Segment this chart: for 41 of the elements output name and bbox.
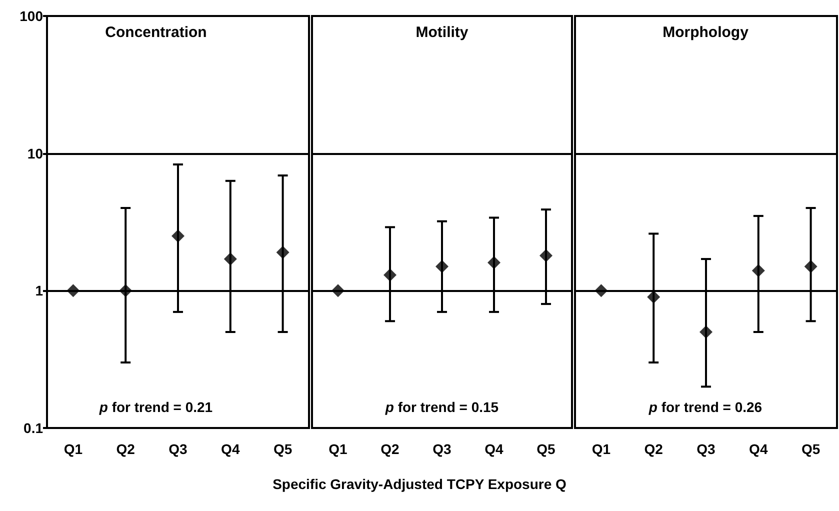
point (119, 284, 132, 298)
x-tick-label: Q3 (168, 441, 188, 457)
annotation: p for trend = 0.15 (384, 399, 499, 415)
x-tick-label: Q5 (801, 441, 820, 457)
text: Morphology (662, 24, 750, 41)
x-tick-label: Q3 (696, 441, 716, 457)
x-axis-title: Specific Gravity-Adjusted TCPY Exposure Q (272, 476, 568, 492)
x-tick-label: Q2 (116, 441, 136, 457)
y-tick-label: 10 (27, 145, 44, 162)
x-tick-label: Q3 (432, 441, 452, 457)
annotation: p for trend = 0.26 (648, 399, 762, 415)
x-tick-label: Q1 (64, 441, 83, 457)
y-tick-label: 0.1 (24, 420, 44, 436)
point (384, 268, 396, 282)
point (276, 246, 290, 259)
point (172, 230, 184, 243)
point (594, 284, 608, 298)
point (66, 284, 80, 298)
point (540, 249, 552, 262)
point (647, 290, 660, 304)
text: Motility (416, 24, 469, 41)
y-tick-label: 100 (20, 8, 44, 24)
point (700, 326, 712, 339)
text: Concentration (105, 24, 207, 41)
x-tick-label: Q2 (380, 441, 400, 457)
x-tick-label: Q4 (484, 441, 504, 457)
point (488, 256, 500, 270)
point (752, 264, 765, 278)
y-tick-label: 1 (35, 282, 44, 299)
x-tick-label: Q5 (273, 441, 292, 457)
x-tick-label: Q1 (592, 441, 611, 457)
point (436, 260, 448, 273)
x-tick-label: Q1 (328, 441, 348, 457)
x-tick-label: Q4 (749, 441, 768, 457)
point (224, 252, 237, 266)
x-tick-label: Q5 (536, 441, 556, 457)
point (804, 260, 818, 273)
x-tick-label: Q2 (644, 441, 664, 457)
x-tick-label: Q4 (221, 441, 240, 457)
point (332, 284, 344, 298)
annotation: p for trend = 0.21 (98, 399, 213, 415)
